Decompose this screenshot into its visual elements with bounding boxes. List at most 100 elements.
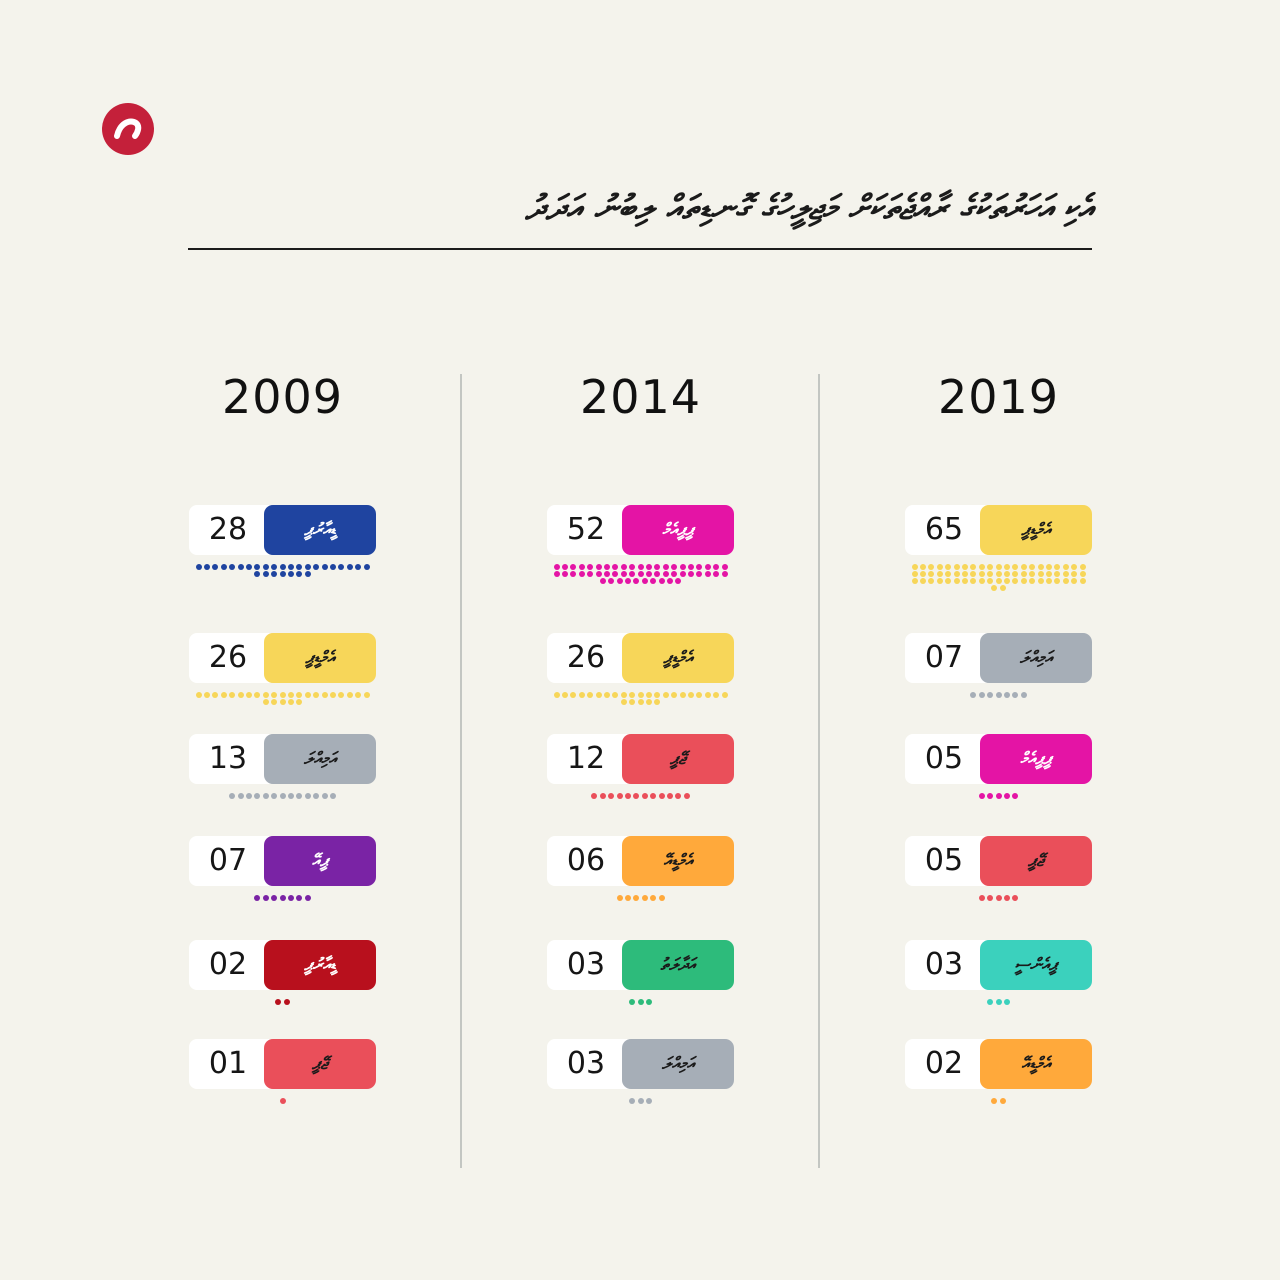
seat-count: 07 <box>924 640 964 675</box>
seat-dot <box>254 692 261 698</box>
seat-dot <box>995 793 1002 799</box>
seat-dot <box>945 578 952 584</box>
seat-dot <box>271 895 278 901</box>
seat-dot <box>346 564 353 570</box>
seat-dot <box>212 692 219 698</box>
seat-dot <box>637 699 644 705</box>
seat-count-box <box>189 633 271 683</box>
seat-dot <box>271 793 278 799</box>
seat-dot <box>355 692 362 698</box>
seat-dot <box>346 692 353 698</box>
seat-dot <box>1037 571 1044 577</box>
title-underline <box>188 248 1092 250</box>
seat-dots <box>189 895 376 919</box>
seat-count: 07 <box>208 843 248 878</box>
seat-dot <box>704 564 711 570</box>
seat-dot <box>338 692 345 698</box>
seat-count: 05 <box>924 741 964 776</box>
seat-dot <box>919 578 926 584</box>
seat-dot <box>203 564 210 570</box>
seat-dot <box>645 571 652 577</box>
seat-dot <box>970 571 977 577</box>
seat-dots <box>189 564 376 588</box>
seat-dot <box>553 564 560 570</box>
seat-dot <box>624 578 631 584</box>
seat-dot <box>237 564 244 570</box>
seat-count-box <box>547 836 629 886</box>
year-column-2014: 2014 ޕީޕީއެމް 52 އެމްޑީޕީ 26 ޖޭޕީ 12 އެމްޑީއޭ 06… <box>547 370 807 1160</box>
seat-dot <box>1071 571 1078 577</box>
seat-dots <box>189 793 376 817</box>
seat-dot <box>237 692 244 698</box>
seat-dot <box>1037 564 1044 570</box>
seat-dot <box>1020 692 1027 698</box>
seat-dot <box>945 571 952 577</box>
seat-dot <box>987 571 994 577</box>
seat-dot <box>641 578 648 584</box>
seat-dot <box>629 692 636 698</box>
column-divider <box>818 374 820 1168</box>
seat-dot <box>603 692 610 698</box>
seat-dot <box>561 571 568 577</box>
seat-dot <box>595 564 602 570</box>
seat-dot <box>363 564 370 570</box>
seat-dots <box>905 895 1092 919</box>
seat-dot <box>1020 571 1027 577</box>
seat-count-box <box>905 1039 987 1089</box>
seat-dot <box>645 699 652 705</box>
party-label: އަމިއްލަ <box>622 1039 734 1089</box>
party-label: ޕީޕީއެމް <box>980 734 1092 784</box>
seat-dots <box>547 895 734 919</box>
seat-dot <box>1079 571 1086 577</box>
seat-dot <box>1079 578 1086 584</box>
seat-dot <box>587 571 594 577</box>
seat-dot <box>195 564 202 570</box>
seat-dot <box>587 692 594 698</box>
seat-dot <box>696 692 703 698</box>
seat-dot <box>650 895 657 901</box>
seat-dots <box>547 692 734 716</box>
seat-dot <box>721 571 728 577</box>
seat-dot <box>713 571 720 577</box>
seat-dot <box>936 564 943 570</box>
party-label: އެމްޑީޕީ <box>264 633 376 683</box>
seat-count-box <box>189 836 271 886</box>
seat-dot <box>275 999 282 1005</box>
seat-dot <box>666 578 673 584</box>
seat-dot <box>595 692 602 698</box>
seat-dot <box>1003 895 1010 901</box>
seat-dot <box>645 564 652 570</box>
year-column-2019: 2019 އެމްޑީޕީ 65 އަމިއްލަ 07 ޕީޕީއެމް 05 ޖޭޕީ 05… <box>905 370 1165 1160</box>
seat-dot <box>1012 895 1019 901</box>
seat-dot <box>254 793 261 799</box>
seat-dot <box>637 999 644 1005</box>
seat-count: 13 <box>208 741 248 776</box>
column-divider <box>460 374 462 1168</box>
seat-dot <box>1071 564 1078 570</box>
seat-dot <box>612 571 619 577</box>
seat-dot <box>279 793 286 799</box>
seat-dot <box>641 793 648 799</box>
party-label: ޑީއާރުޕީ <box>264 940 376 990</box>
seat-count: 06 <box>566 843 606 878</box>
seat-dot <box>961 564 968 570</box>
seat-dot <box>662 692 669 698</box>
seat-dot <box>999 585 1006 591</box>
seat-dot <box>1029 578 1036 584</box>
seat-dot <box>1054 578 1061 584</box>
seat-dot <box>1012 571 1019 577</box>
seat-dot <box>570 692 577 698</box>
seat-dot <box>987 895 994 901</box>
seat-dot <box>220 692 227 698</box>
seat-dot <box>616 578 623 584</box>
seat-dot <box>645 999 652 1005</box>
seat-dot <box>561 564 568 570</box>
seat-dot <box>279 571 286 577</box>
seat-dot <box>675 578 682 584</box>
seat-dot <box>229 793 236 799</box>
seat-dot <box>654 699 661 705</box>
seat-dot <box>654 692 661 698</box>
seat-dot <box>991 585 998 591</box>
seat-dot <box>262 895 269 901</box>
seat-dot <box>1029 564 1036 570</box>
